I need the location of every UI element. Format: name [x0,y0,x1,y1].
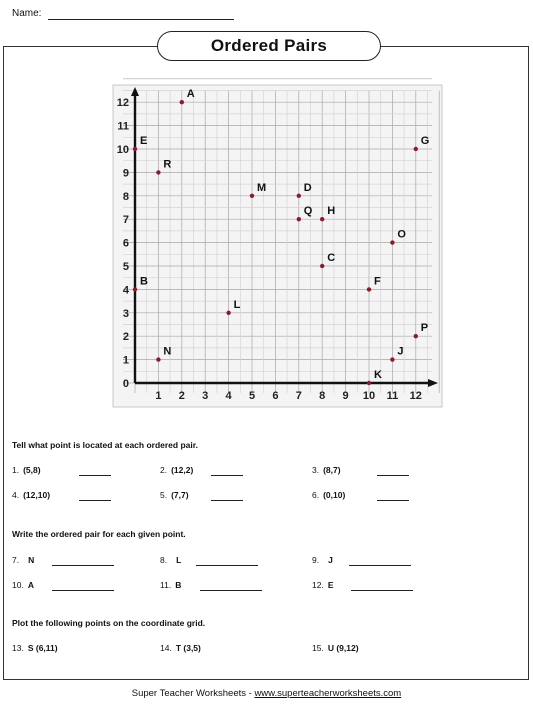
question-12: 12. E [312,580,334,590]
answer-blank-10[interactable] [52,590,114,591]
question-8: 8. L [160,555,182,565]
point-label-a: A [187,88,195,100]
question-1: 1. (5,8) [12,465,41,475]
point-q [296,217,301,222]
x-tick-label: 2 [179,390,185,402]
point-j [390,357,395,362]
y-tick-label: 7 [123,214,129,226]
point-d [296,193,301,198]
question-6: 6. (0,10) [312,490,346,500]
question-11: 11. B [160,580,182,590]
point-r [156,170,161,175]
worksheet-title: Ordered Pairs [157,31,381,61]
x-tick-label: 9 [343,390,349,402]
answer-blank-8[interactable] [196,565,258,566]
point-label-j: J [397,346,403,358]
y-tick-label: 2 [123,331,129,343]
y-tick-label: 3 [123,308,129,320]
point-e [132,146,138,152]
point-p [413,334,418,339]
point-label-q: Q [304,205,313,217]
point-f [366,287,372,292]
x-tick-label: 5 [249,390,255,402]
y-tick-label: 10 [117,144,129,156]
point-o [390,240,395,245]
section3-instruction: Plot the following points on the coordin… [12,618,206,628]
point-label-r: R [163,158,171,170]
point-a [179,100,184,105]
answer-blank-11[interactable] [200,590,262,591]
y-tick-label: 4 [123,284,130,296]
point-h [320,217,325,222]
y-tick-label: 9 [123,167,129,179]
point-label-c: C [327,252,335,264]
y-tick-label: 1 [123,355,129,367]
point-label-e: E [140,135,147,147]
answer-blank-9[interactable] [349,565,411,566]
footer-text: Super Teacher Worksheets - [131,688,255,699]
footer-link[interactable]: www.superteacherworksheets.com [254,688,402,699]
x-tick-label: 12 [410,390,422,402]
point-label-m: M [257,182,266,194]
question-2: 2. (12,2) [160,465,194,475]
question-7: 7. N [12,555,35,565]
answer-blank-12[interactable] [351,590,413,591]
point-label-b: B [140,275,148,287]
answer-blank-6[interactable] [377,500,409,501]
x-tick-label: 4 [226,390,233,402]
question-5: 5. (7,7) [160,490,189,500]
y-tick-label: 6 [123,238,129,250]
y-tick-label: 11 [117,121,129,133]
question-14: 14. T (3,5) [160,643,201,653]
x-tick-label: 1 [155,390,161,402]
x-tick-label: 10 [363,390,375,402]
point-l [226,310,231,315]
point-label-o: O [397,229,406,241]
question-9: 9. J [312,555,333,565]
point-m [249,193,255,198]
section2-instruction: Write the ordered pair for each given po… [12,529,186,539]
y-tick-label: 12 [117,97,129,109]
x-tick-label: 7 [296,390,302,402]
question-13: 13. S (6,11) [12,643,58,653]
point-label-l: L [234,299,241,311]
x-tick-label: 8 [319,390,325,402]
point-label-h: H [327,205,335,217]
x-tick-label: 3 [202,390,208,402]
point-label-n: N [163,346,171,358]
grid-background [112,84,443,408]
x-axis-arrow [428,379,438,387]
point-label-k: K [374,369,382,381]
point-k [366,380,372,386]
y-tick-label: 8 [123,191,129,203]
point-label-p: P [421,322,428,334]
answer-blank-2[interactable] [211,475,243,476]
y-tick-label: 0 [123,378,129,390]
point-label-g: G [421,135,430,147]
question-15: 15. U (9,12) [312,643,359,653]
point-g [413,146,418,152]
point-label-f: F [374,275,381,287]
point-c [320,263,325,269]
y-tick-label: 5 [123,261,129,273]
point-label-d: D [304,182,312,194]
answer-blank-1[interactable] [79,475,111,476]
question-4: 4. (12,10) [12,490,51,500]
point-n [156,357,161,362]
name-field-line[interactable] [48,19,234,20]
x-tick-label: 11 [387,390,399,402]
answer-blank-4[interactable] [79,500,111,501]
section1-instruction: Tell what point is located at each order… [12,440,198,450]
point-b [132,287,138,292]
y-axis-arrow [131,87,139,96]
question-10: 10. A [12,580,34,590]
answer-blank-3[interactable] [377,475,409,476]
name-label: Name: [12,8,42,19]
answer-blank-5[interactable] [211,500,243,501]
question-3: 3. (8,7) [312,465,341,475]
answer-blank-7[interactable] [52,565,114,566]
x-tick-label: 6 [272,390,278,402]
footer: Super Teacher Worksheets - www.superteac… [0,688,533,699]
